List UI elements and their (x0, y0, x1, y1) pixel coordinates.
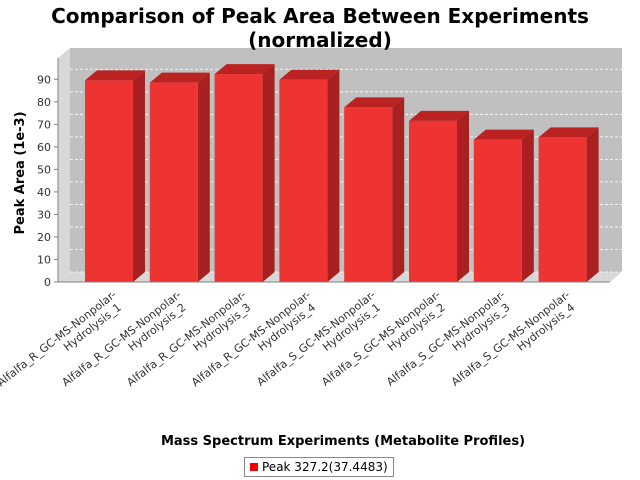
bar-front (149, 82, 198, 282)
bar-side (262, 64, 275, 282)
y-tick-label: 0 (44, 276, 51, 289)
bar-side (197, 72, 210, 282)
bars (85, 64, 599, 283)
bar (85, 70, 145, 283)
bar-front (409, 120, 457, 282)
bar-front (214, 74, 263, 282)
bar-top (344, 97, 405, 108)
y-axis-label: Peak Area (1e-3) (13, 111, 28, 234)
y-tick-label: 60 (37, 141, 51, 154)
legend-swatch (250, 463, 258, 471)
y-tick-label: 30 (37, 208, 51, 221)
plot-side-wall (58, 48, 70, 282)
bar-top (149, 72, 210, 83)
y-tick-label: 90 (37, 73, 51, 86)
y-axis: 0 10 20 30 40 50 60 70 80 90 (37, 58, 59, 289)
bar-front (344, 107, 393, 282)
legend: Peak 327.2(37.4483) (244, 457, 394, 477)
bar (214, 64, 275, 282)
y-tick-label: 20 (37, 231, 51, 244)
x-axis-label: Mass Spectrum Experiments (Metabolite Pr… (161, 434, 525, 449)
bar-front (473, 139, 522, 282)
bar (538, 127, 599, 283)
bar-top (279, 69, 340, 80)
chart-title-line-1: Comparison of Peak Area Between Experime… (51, 4, 589, 28)
bar (409, 110, 469, 282)
x-tick-label-line: Alfalfa_R_GC-MS-Nonpolar- (0, 288, 119, 389)
chart-title-line-2: (normalized) (248, 28, 392, 52)
bar-side (457, 110, 469, 282)
bar-side (586, 127, 599, 283)
bar-front (85, 80, 133, 283)
bar-top (473, 129, 534, 140)
chart-title: Comparison of Peak Area Between Experime… (0, 4, 640, 52)
legend-label: Peak 327.2(37.4483) (262, 460, 388, 474)
bar-side (133, 70, 145, 283)
bar-front (279, 79, 328, 282)
y-tick-label: 50 (37, 163, 51, 176)
bar-top (85, 70, 145, 81)
x-axis: Alfalfa_R_GC-MS-Nonpolar-Hydrolysis_1Alf… (0, 281, 610, 389)
bar-front (538, 137, 587, 282)
bar-top (214, 64, 275, 75)
bar (149, 72, 210, 282)
bar-top (409, 110, 469, 121)
bar (344, 97, 405, 282)
y-tick-label: 70 (37, 118, 51, 131)
y-tick-label: 10 (37, 253, 51, 266)
bar (473, 129, 534, 282)
bar-top (538, 127, 599, 138)
bar-side (392, 97, 405, 282)
bar (279, 69, 340, 282)
y-tick-label: 40 (37, 186, 51, 199)
bar-side (521, 129, 534, 282)
y-tick-label: 80 (37, 96, 51, 109)
bar-side (327, 69, 340, 282)
